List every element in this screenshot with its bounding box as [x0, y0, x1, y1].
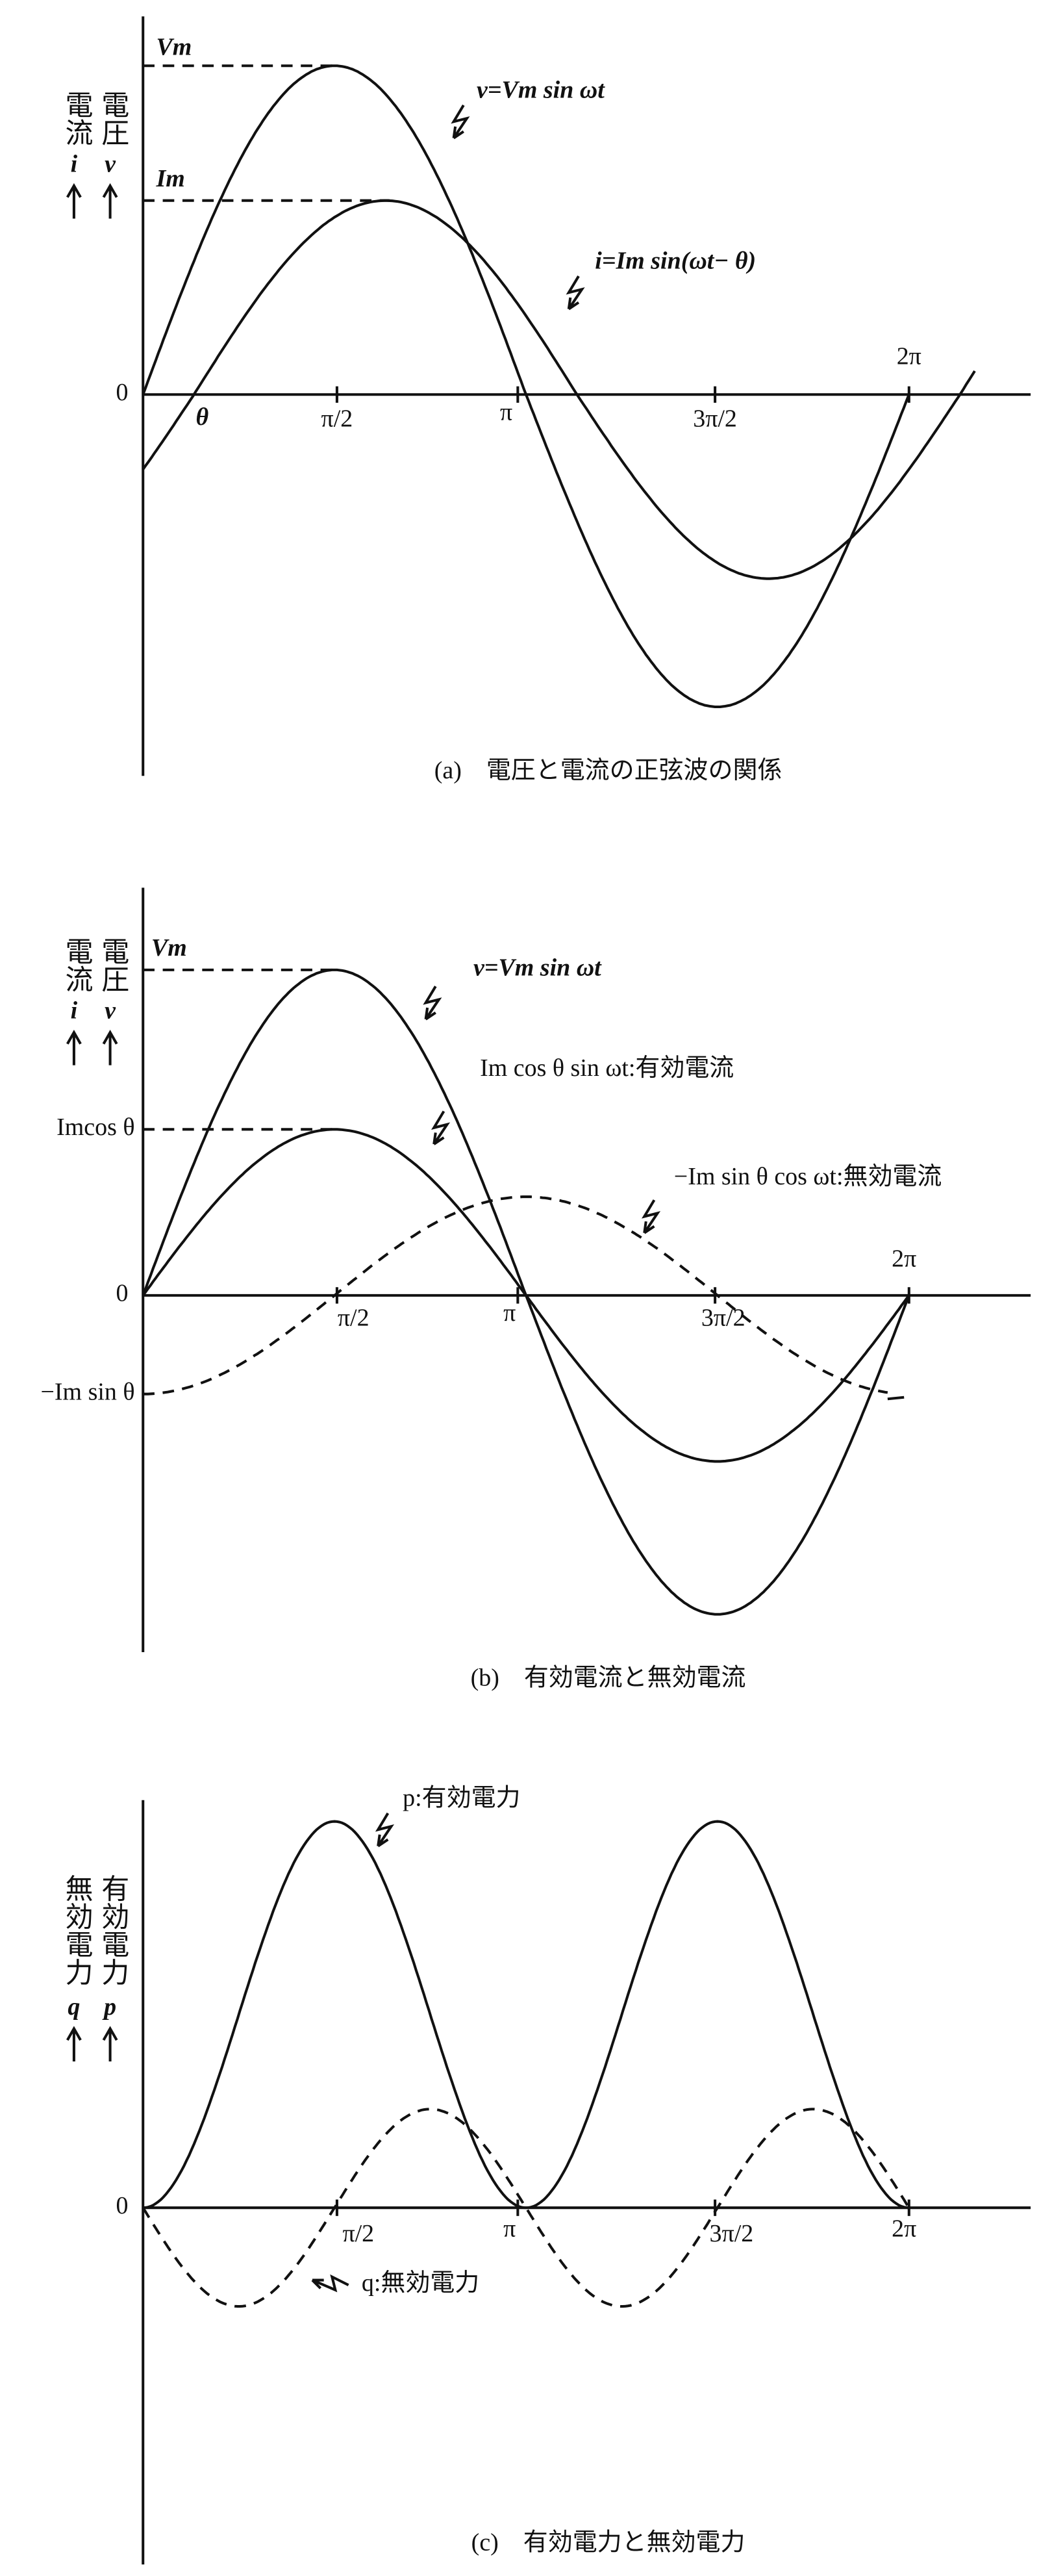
axis-label: 有効電力 — [97, 1874, 129, 1986]
axis-symbol: v — [105, 150, 116, 177]
reactive-power-curve — [142, 2108, 910, 2308]
y-label: −Im sin θ — [41, 1378, 135, 1405]
voltage-curve — [142, 64, 910, 709]
annotation: q:無効電力 — [362, 2269, 479, 2297]
annotation: i=Im sin(ωt− θ) — [595, 248, 756, 275]
annotation: −Im sin θ cos ωt:無効電流 — [674, 1163, 942, 1190]
up-arrow — [102, 2026, 118, 2062]
y-label: 0 — [116, 2192, 128, 2219]
y-label: 0 — [116, 1280, 128, 1307]
zigzag-arrow — [311, 2274, 349, 2293]
axis-label: 電流 — [61, 937, 93, 993]
dash-line — [887, 1396, 905, 1401]
current-curve — [142, 199, 976, 580]
zigzag-arrow — [431, 1110, 451, 1145]
axis-label: 電圧 — [97, 937, 129, 993]
x-label: π/2 — [338, 1305, 369, 1332]
y-label: Im — [155, 165, 184, 192]
caption: (a) 電圧と電流の正弦波の関係 — [434, 757, 783, 784]
x-label: 3π/2 — [693, 405, 737, 432]
x-label: 2π — [892, 2215, 916, 2242]
y-label: Imcos θ — [56, 1114, 134, 1141]
caption: (c) 有効電力と無効電力 — [471, 2529, 745, 2557]
y-label: Vm — [156, 34, 192, 61]
y-label: 0 — [116, 379, 128, 406]
y-label: Vm — [151, 934, 187, 962]
x-label: π — [503, 2215, 516, 2242]
x-label: 3π/2 — [701, 1305, 745, 1332]
x-label: 3π/2 — [710, 2220, 754, 2247]
zigzag-arrow — [451, 104, 470, 140]
axis-symbol: i — [71, 150, 78, 177]
x-label: π/2 — [321, 405, 353, 432]
axis-symbol: i — [71, 997, 78, 1024]
up-arrow — [66, 1029, 82, 1065]
x-label: θ — [195, 403, 208, 431]
x-label: π/2 — [342, 2220, 374, 2247]
zigzag-arrow — [423, 986, 442, 1021]
axis-label: 電圧 — [97, 90, 129, 146]
annotation: p:有効電力 — [403, 1784, 520, 1811]
x-label: 2π — [892, 1245, 916, 1272]
up-arrow — [66, 183, 82, 219]
axis-label: 無効電力 — [61, 1874, 93, 1986]
up-arrow — [102, 183, 118, 219]
axis-symbol: v — [105, 997, 116, 1024]
axis-symbol: p — [102, 1993, 116, 2021]
zigzag-arrow — [641, 1199, 661, 1234]
active-power-curve — [143, 1820, 909, 2210]
x-label: π — [500, 398, 512, 426]
active-current-curve — [142, 1128, 910, 1463]
axis-symbol: q — [68, 1993, 80, 2021]
zigzag-arrow — [375, 1812, 395, 1848]
zigzag-arrow — [566, 275, 585, 311]
caption: (b) 有効電流と無効電流 — [471, 1664, 746, 1692]
up-arrow — [102, 1029, 118, 1065]
annotation: Im cos θ sin ωt:有効電流 — [480, 1054, 734, 1082]
annotation: v=Vm sin ωt — [473, 954, 602, 982]
annotation: v=Vm sin ωt — [477, 76, 605, 103]
reactive-current-curve — [143, 1195, 888, 1396]
x-label: 2π — [897, 342, 921, 370]
axis-label: 電流 — [61, 90, 93, 146]
x-label: π — [503, 1299, 516, 1327]
up-arrow — [66, 2026, 82, 2062]
